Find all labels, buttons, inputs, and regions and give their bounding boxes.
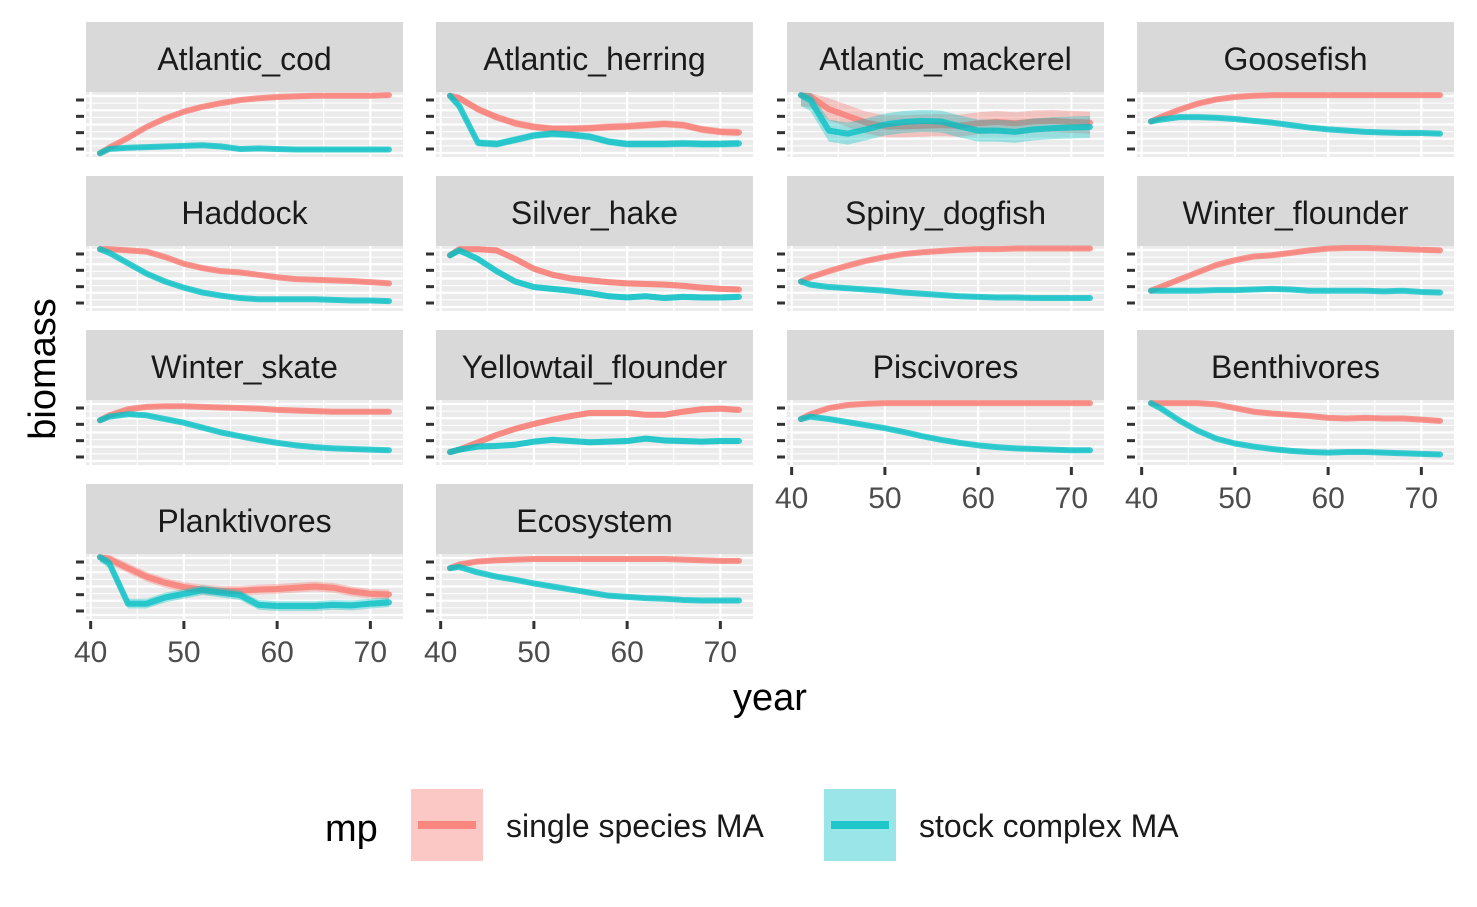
strip-background (1137, 22, 1454, 92)
series-line-stock-complex-ma (446, 247, 743, 302)
x-tick-label: 60 (1311, 482, 1344, 515)
series-line-stock-complex-ma (446, 563, 743, 604)
legend: mp single species MA stock complex MA (325, 789, 1179, 861)
strip-title: Goosefish (1223, 41, 1367, 77)
x-tick-label: 60 (610, 636, 643, 669)
strip-background (86, 22, 403, 92)
strip-background (787, 330, 1104, 400)
strip-background (436, 330, 753, 400)
x-tick-label: 70 (354, 636, 387, 669)
panel-atlantic-mackerel: Atlantic_mackerel (777, 22, 1104, 157)
strip-background (787, 22, 1104, 92)
x-tick-label: 70 (1405, 482, 1438, 515)
strip-background (1137, 176, 1454, 246)
strip-title: Atlantic_cod (157, 41, 331, 77)
series-line-single-species-ma (96, 92, 393, 157)
strip-title: Planktivores (157, 503, 331, 539)
series-line-stock-complex-ma (96, 142, 393, 157)
strip-background (86, 330, 403, 400)
panel-winter-flounder: Winter_flounder (1127, 176, 1454, 311)
panel-atlantic-cod: Atlantic_cod (76, 22, 403, 157)
series-line-stock-complex-ma (96, 246, 393, 305)
strip-background (787, 176, 1104, 246)
strip-title: Spiny_dogfish (845, 195, 1046, 231)
x-tick-label: 40 (74, 636, 107, 669)
series-line-single-species-ma (96, 554, 393, 598)
series-line-single-species-ma (797, 92, 1094, 130)
series-line-stock-complex-ma (1147, 114, 1444, 137)
panel-atlantic-herring: Atlantic_herring (426, 22, 753, 157)
series-line-single-species-ma (446, 92, 743, 136)
strip-title: Atlantic_herring (483, 41, 705, 77)
strip-title: Ecosystem (516, 503, 672, 539)
strip-background (436, 484, 753, 554)
series-line-stock-complex-ma (797, 278, 1094, 302)
panel-goosefish: Goosefish (1127, 22, 1454, 157)
x-tick-label: 50 (167, 636, 200, 669)
series-line-single-species-ma (1147, 92, 1444, 125)
facet-panels: Atlantic_cod Atlantic_herring Atlantic_mac… (74, 22, 1454, 669)
x-axis-title: year (733, 677, 807, 719)
panel-silver-hake: Silver_hake (426, 176, 753, 311)
strip-background (1137, 330, 1454, 400)
panel-yellowtail-flounder: Yellowtail_flounder (426, 330, 753, 465)
panel-planktivores: Planktivores 40 50 60 70 (74, 484, 403, 669)
series-line-single-species-ma (797, 245, 1094, 285)
strip-title: Winter_flounder (1183, 195, 1409, 231)
series-line-single-species-ma (96, 403, 393, 424)
panel-winter-skate: Winter_skate (76, 330, 403, 465)
legend-title: mp (325, 808, 378, 850)
strip-title: Silver_hake (511, 195, 678, 231)
panel-ecosystem: Ecosystem 40 50 60 70 (424, 484, 753, 669)
series-line-single-species-ma (446, 556, 743, 572)
series-line-stock-complex-ma (96, 554, 393, 610)
series-line-single-species-ma (446, 405, 743, 456)
strip-title: Piscivores (873, 349, 1019, 385)
legend-label-stock-complex: stock complex MA (919, 808, 1179, 844)
series-line-stock-complex-ma (96, 411, 393, 454)
series-line-single-species-ma (1147, 400, 1444, 424)
x-tick-label: 60 (260, 636, 293, 669)
panel-piscivores: Piscivores 40 50 60 70 (775, 330, 1104, 515)
x-tick-label: 50 (868, 482, 901, 515)
y-axis-title: biomass (22, 298, 64, 440)
x-tick-label: 40 (775, 482, 808, 515)
strip-title: Winter_skate (151, 349, 338, 385)
panel-spiny-dogfish: Spiny_dogfish (777, 176, 1104, 311)
strip-title: Yellowtail_flounder (462, 349, 728, 385)
series-line-single-species-ma (1147, 244, 1444, 294)
strip-background (86, 484, 403, 554)
x-tick-label: 40 (1125, 482, 1158, 515)
x-tick-label: 50 (1218, 482, 1251, 515)
series-line-stock-complex-ma (1147, 285, 1444, 296)
panel-haddock: Haddock (76, 176, 403, 311)
panel-benthivores: Benthivores 40 50 60 70 (1125, 330, 1454, 515)
strip-title: Haddock (181, 195, 308, 231)
series-line-stock-complex-ma (797, 92, 1094, 137)
series-line-single-species-ma (446, 246, 743, 293)
series-line-single-species-ma (96, 246, 393, 287)
legend-label-single-species: single species MA (506, 808, 765, 844)
x-tick-label: 60 (961, 482, 994, 515)
strip-background (436, 176, 753, 246)
strip-title: Atlantic_mackerel (819, 41, 1072, 77)
series-line-stock-complex-ma (446, 435, 743, 456)
x-tick-label: 40 (424, 636, 457, 669)
x-tick-label: 70 (704, 636, 737, 669)
series-line-stock-complex-ma (446, 92, 743, 148)
series-line-stock-complex-ma (1147, 400, 1444, 458)
x-tick-label: 70 (1055, 482, 1088, 515)
x-tick-label: 50 (517, 636, 550, 669)
strip-title: Benthivores (1211, 349, 1380, 385)
strip-background (436, 22, 753, 92)
strip-background (86, 176, 403, 246)
series-line-single-species-ma (797, 400, 1094, 423)
series-line-stock-complex-ma (797, 413, 1094, 454)
